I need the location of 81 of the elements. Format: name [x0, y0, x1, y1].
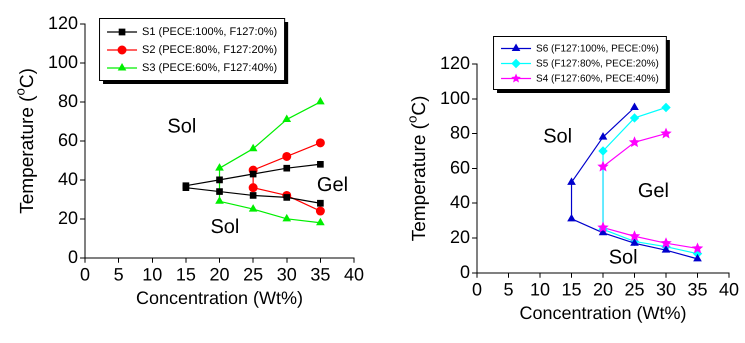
point	[630, 113, 640, 122]
point	[216, 164, 224, 171]
annotation: Gel	[638, 180, 669, 202]
x-tick-label: 30	[656, 280, 676, 300]
point	[628, 230, 640, 242]
y-tick-label: 80	[450, 122, 470, 143]
legend-label: S6 (F127:100%, PECE:0%)	[536, 43, 659, 54]
x-tick-label: 5	[504, 280, 514, 300]
annotation: Sol	[543, 126, 572, 148]
point	[216, 176, 223, 184]
point	[283, 194, 290, 201]
annotation: Sol	[608, 246, 638, 269]
x-axis-title: Concentration (Wt%)	[519, 303, 687, 324]
x-tick-label: 20	[210, 264, 230, 285]
y-axis-title: Temperature (oC)	[404, 96, 430, 242]
x-tick-label: 10	[142, 264, 162, 285]
point	[694, 254, 702, 262]
y-tick-label: 100	[440, 88, 470, 108]
point	[662, 246, 670, 253]
point	[568, 178, 576, 185]
x-tick-label: 25	[243, 264, 264, 285]
point	[316, 97, 324, 104]
legend-label: S4 (F127:60%, PECE:40%)	[536, 73, 659, 84]
point	[317, 200, 324, 207]
point	[597, 160, 609, 172]
point	[249, 144, 258, 152]
y-tick-label: 120	[440, 52, 470, 73]
y-tick-label: 40	[58, 168, 78, 189]
annotation: Sol	[167, 115, 196, 138]
point	[216, 196, 224, 204]
y-tick-label: 80	[58, 90, 78, 111]
point	[316, 218, 324, 226]
point	[282, 152, 292, 161]
y-tick-label: 120	[48, 12, 78, 33]
point	[249, 204, 258, 212]
point	[598, 146, 608, 156]
y-tick-label: 100	[48, 52, 78, 72]
y-tick-label: 0	[68, 246, 78, 267]
point	[662, 103, 671, 112]
point	[692, 242, 704, 254]
y-tick-label: 60	[58, 130, 78, 150]
legend-label: S3 (PECE:60%, F127:40%)	[142, 62, 278, 74]
point	[660, 237, 672, 248]
annotation: Gel	[316, 174, 348, 196]
point	[250, 192, 256, 199]
legend-label: S5 (F127:80%, PECE:20%)	[536, 58, 659, 70]
point	[316, 138, 325, 148]
point	[282, 114, 291, 122]
x-axis-title: Concentration (Wt%)	[136, 288, 304, 308]
point	[250, 170, 256, 178]
point	[630, 103, 638, 110]
point	[216, 188, 223, 195]
y-tick-label: 20	[58, 208, 78, 228]
point	[568, 214, 576, 222]
x-tick-label: 40	[718, 280, 740, 300]
point	[660, 128, 672, 138]
point	[316, 206, 325, 216]
x-tick-label: 15	[176, 264, 196, 285]
x-tick-label: 40	[344, 264, 364, 285]
x-tick-label: 25	[624, 280, 645, 300]
x-tick-label: 15	[562, 280, 582, 300]
point	[317, 160, 324, 168]
point	[248, 183, 258, 192]
point	[283, 164, 290, 172]
legend-label: S2 (PECE:80%, F127:20%)	[142, 44, 278, 56]
y-tick-label: 60	[450, 157, 470, 178]
point	[282, 214, 291, 222]
x-tick-label: 35	[310, 264, 330, 285]
point	[628, 136, 640, 148]
annotation: Sol	[210, 216, 240, 238]
y-tick-label: 40	[450, 192, 470, 212]
point	[599, 132, 607, 140]
x-tick-label: 30	[276, 264, 297, 285]
x-tick-label: 35	[687, 280, 708, 300]
point	[597, 222, 609, 232]
x-tick-label: 5	[114, 264, 124, 285]
y-tick-label: 20	[450, 226, 470, 247]
x-tick-label: 10	[530, 280, 550, 300]
legend-label: S1 (PECE:100%, F127:0%)	[142, 26, 278, 38]
x-tick-label: 20	[593, 280, 614, 300]
y-axis-title: Temperature (oC)	[12, 68, 38, 214]
